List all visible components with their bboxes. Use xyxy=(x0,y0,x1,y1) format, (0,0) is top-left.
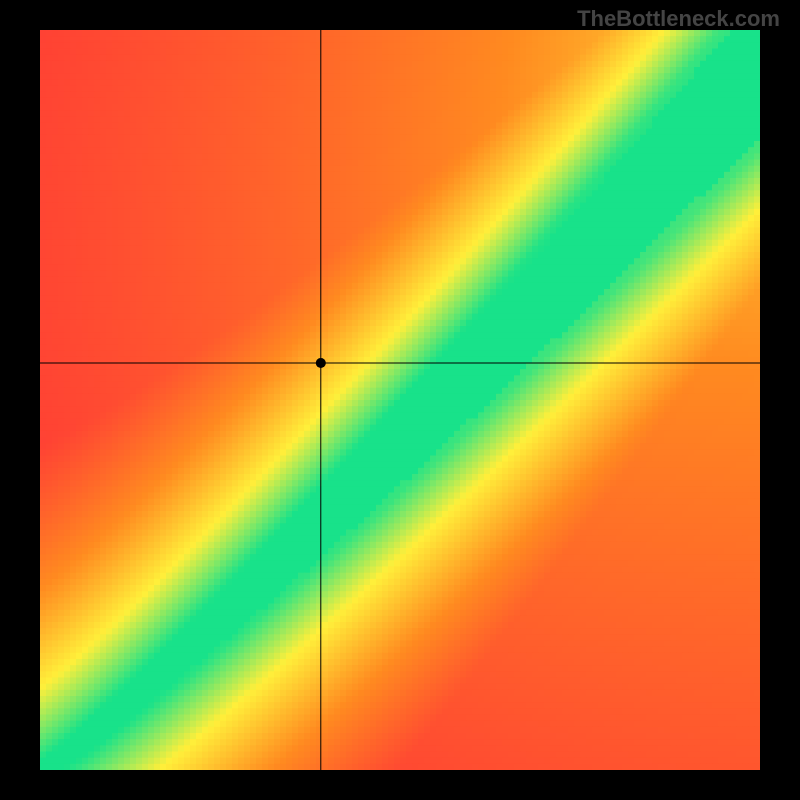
watermark-text: TheBottleneck.com xyxy=(577,6,780,32)
heatmap-plot xyxy=(40,30,760,770)
chart-container: TheBottleneck.com xyxy=(0,0,800,800)
heatmap-canvas xyxy=(40,30,760,770)
